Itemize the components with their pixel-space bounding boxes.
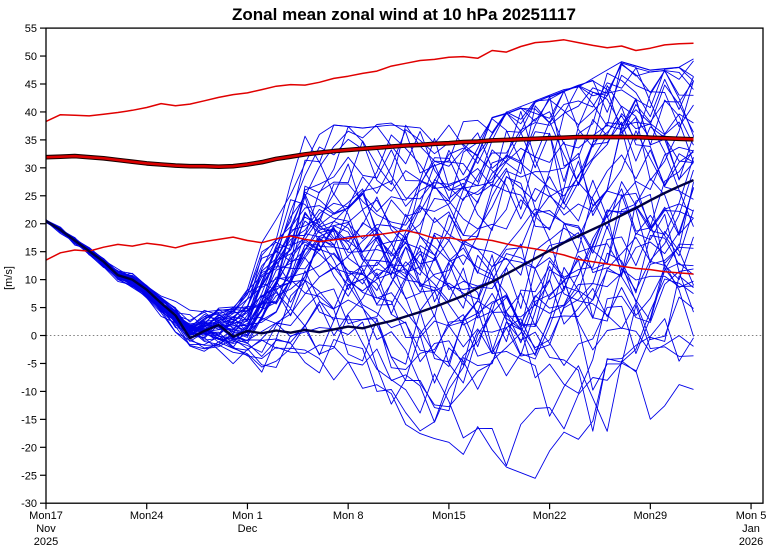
y-tick-label: 45 — [25, 79, 37, 91]
ensemble-member-line — [46, 98, 694, 337]
plot-area: -30-25-20-15-10-50510152025303540455055M… — [21, 23, 766, 548]
ensemble-member-line — [46, 63, 694, 346]
y-tick-label: 30 — [25, 163, 37, 175]
y-axis-label: [m/s] — [3, 266, 15, 290]
y-tick-label: -15 — [21, 414, 37, 426]
x-tick-label: Mon15 — [432, 510, 466, 522]
y-tick-label: -5 — [27, 358, 37, 370]
ensemble-member-line — [46, 99, 694, 328]
y-tick-label: 35 — [25, 135, 37, 147]
y-tick-label: -25 — [21, 470, 37, 482]
ensemble-member-line — [46, 219, 694, 479]
climatology-lower-line — [46, 229, 694, 275]
ensemble-member-line — [46, 220, 694, 432]
y-tick-label: -30 — [21, 498, 37, 510]
x-tick-sublabel: Nov — [36, 523, 56, 535]
y-tick-label: 0 — [31, 331, 37, 343]
y-tick-label: 20 — [25, 219, 37, 231]
y-tick-label: 10 — [25, 275, 37, 287]
x-tick-label: Mon 5 — [736, 510, 767, 522]
climatology-upper-line — [46, 39, 694, 123]
y-tick-label: 15 — [25, 247, 37, 259]
ensemble-member-line — [46, 127, 694, 368]
y-tick-label: -20 — [21, 442, 37, 454]
ensemble-member-line — [46, 196, 694, 330]
x-tick-label: Mon22 — [533, 510, 567, 522]
x-tick-sublabel: 2025 — [34, 536, 58, 548]
ensemble-member-line — [46, 187, 694, 365]
ensemble-mean-line — [46, 178, 694, 340]
x-tick-sublabel: Jan — [742, 523, 760, 535]
ensemble-member-line — [46, 182, 694, 337]
ensemble-member-line — [46, 178, 694, 331]
y-tick-label: 55 — [25, 23, 37, 35]
y-tick-label: 25 — [25, 191, 37, 203]
ensemble-member-line — [46, 219, 694, 412]
x-tick-label: Mon 1 — [232, 510, 263, 522]
ensemble-member-line — [46, 110, 694, 332]
y-tick-label: -10 — [21, 386, 37, 398]
ensemble-member-line — [46, 159, 694, 324]
ensemble-members — [46, 58, 694, 479]
x-tick-sublabel: 2026 — [739, 536, 763, 548]
x-tick-label: Mon17 — [29, 510, 63, 522]
ensemble-member-line — [46, 219, 694, 405]
plot-frame — [45, 27, 764, 504]
y-tick-label: 5 — [31, 303, 37, 315]
x-tick-sublabel: Dec — [238, 523, 258, 535]
chart-title: Zonal mean zonal wind at 10 hPa 20251117 — [232, 5, 576, 24]
y-tick-label: 50 — [25, 51, 37, 63]
climatology-mean-line — [46, 135, 694, 168]
x-tick-label: Mon29 — [634, 510, 668, 522]
x-tick-label: Mon24 — [130, 510, 164, 522]
y-tick-label: 40 — [25, 107, 37, 119]
x-tick-label: Mon 8 — [333, 510, 364, 522]
ensemble-member-line — [46, 159, 694, 328]
